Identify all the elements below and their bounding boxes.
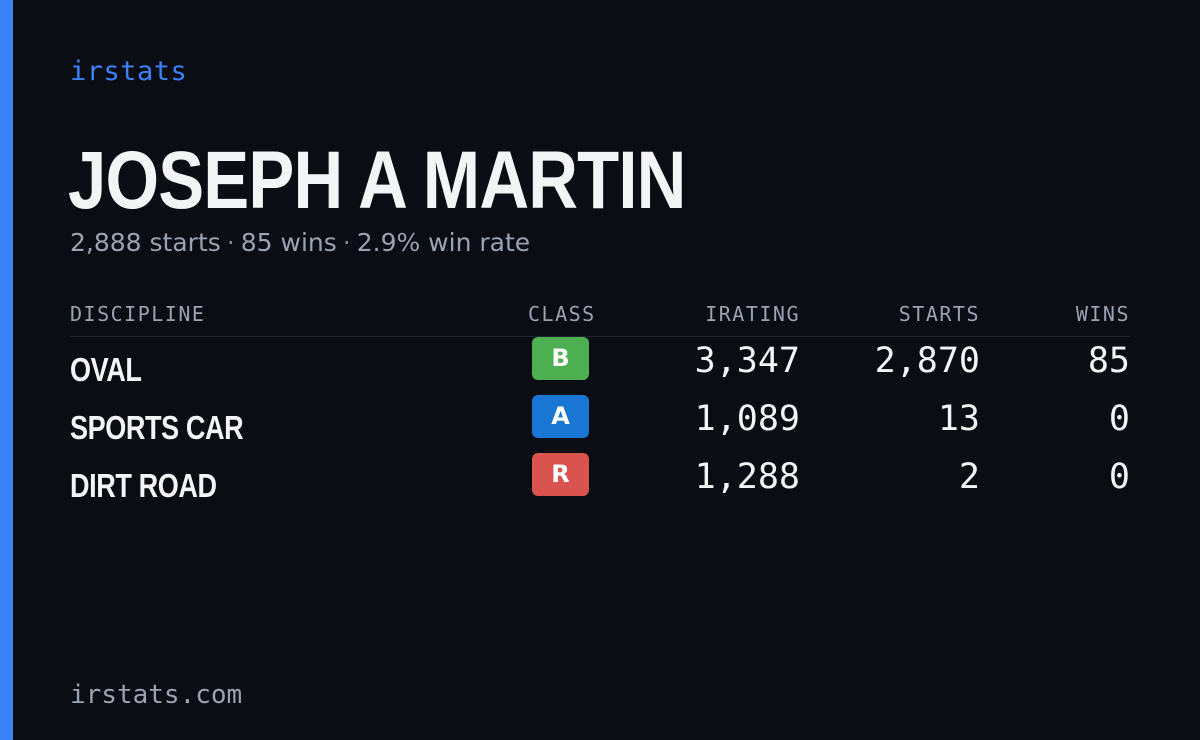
class-badge: A xyxy=(532,395,589,438)
player-name: JOSEPH A MARTIN xyxy=(68,135,686,226)
discipline-label: OVAL xyxy=(70,351,142,388)
table-row-oval: OVAL B 3,347 2,870 85 xyxy=(70,337,1130,395)
header-irating: IRATING xyxy=(705,302,800,326)
summary-separator: · xyxy=(226,228,235,257)
summary-wins: 85 wins xyxy=(240,228,337,257)
header-wins: WINS xyxy=(1075,302,1130,326)
wins-value: 0 xyxy=(1108,457,1130,497)
brand-logo-text: irstats xyxy=(70,56,188,87)
starts-value: 2,870 xyxy=(874,341,980,381)
discipline-label: DIRT ROAD xyxy=(70,467,217,504)
header-class: CLASS xyxy=(528,302,596,326)
wins-value: 85 xyxy=(1087,341,1130,381)
header-starts: STARTS xyxy=(898,302,980,326)
irating-value: 1,089 xyxy=(694,399,800,439)
summary-separator: · xyxy=(342,228,351,257)
footer-domain: irstats.com xyxy=(70,680,243,710)
irating-value: 3,347 xyxy=(694,341,800,381)
discipline-label: SPORTS CAR xyxy=(70,409,244,446)
starts-value: 2 xyxy=(958,457,980,497)
header-discipline: DISCIPLINE xyxy=(70,302,206,326)
starts-value: 13 xyxy=(937,399,980,439)
summary-starts: 2,888 starts xyxy=(70,228,221,257)
table-header: DISCIPLINE CLASS IRATING STARTS WINS xyxy=(70,298,1130,337)
accent-bar xyxy=(0,0,13,740)
stats-table: DISCIPLINE CLASS IRATING STARTS WINS OVA… xyxy=(70,298,1130,511)
player-summary: 2,888 starts · 85 wins · 2.9% win rate xyxy=(70,228,530,257)
irating-value: 1,288 xyxy=(694,457,800,497)
class-badge: R xyxy=(532,453,589,496)
wins-value: 0 xyxy=(1108,399,1130,439)
table-row-sports-car: SPORTS CAR A 1,089 13 0 xyxy=(70,395,1130,453)
summary-win-rate: 2.9% win rate xyxy=(356,228,531,257)
class-badge: B xyxy=(532,337,589,380)
table-row-dirt-road: DIRT ROAD R 1,288 2 0 xyxy=(70,453,1130,511)
